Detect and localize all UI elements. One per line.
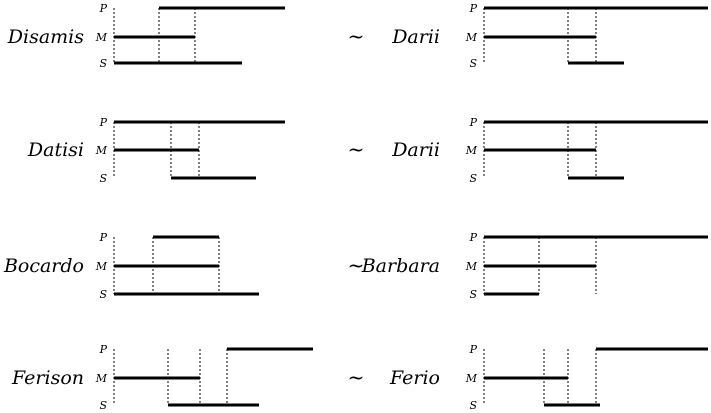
term-label-m: M xyxy=(465,144,478,157)
term-label-s: S xyxy=(99,399,107,412)
term-label-s: S xyxy=(99,288,107,301)
term-label-s: S xyxy=(469,57,477,70)
syllogism-left: Bocardo P M S xyxy=(3,231,259,301)
syllogism-right: Darii P M S xyxy=(391,116,708,185)
equivalence-symbol: ~ xyxy=(348,24,365,48)
term-label-m: M xyxy=(465,260,478,273)
syllogism-row: ~ Bocardo P M S Barbara P M S xyxy=(3,231,708,301)
term-label-m: M xyxy=(95,260,108,273)
mood-name: Bocardo xyxy=(3,255,84,277)
term-label-m: M xyxy=(465,372,478,385)
term-label-m: M xyxy=(465,31,478,44)
term-label-m: M xyxy=(95,372,108,385)
mood-name: Disamis xyxy=(7,26,84,48)
term-label-p: P xyxy=(99,116,108,129)
term-label-p: P xyxy=(99,2,108,15)
mood-name: Darii xyxy=(391,139,440,161)
syllogism-row: ~ Ferison P M S Ferio P M S xyxy=(11,343,708,412)
syllogism-right: Darii P MS xyxy=(391,2,708,70)
term-label-m: M xyxy=(95,144,108,157)
syllogism-row: ~ Datisi P M S Darii P M S xyxy=(27,116,708,185)
syllogism-left: Disamis P MS xyxy=(7,2,285,70)
syllogism-left: Ferison P M S xyxy=(11,343,313,412)
term-label-p: P xyxy=(469,2,478,15)
term-label-p: P xyxy=(469,343,478,356)
syllogism-right: Barbara P M S xyxy=(361,231,708,301)
term-label-s: S xyxy=(469,288,477,301)
term-label-s: S xyxy=(469,399,477,412)
term-label-s: S xyxy=(99,172,107,185)
equivalence-symbol: ~ xyxy=(348,137,365,161)
equivalence-symbol: ~ xyxy=(348,253,365,277)
equivalence-symbol: ~ xyxy=(348,365,365,389)
term-label-s: S xyxy=(469,172,477,185)
mood-name: Ferison xyxy=(11,367,84,389)
syllogism-left: Datisi P M S xyxy=(27,116,285,185)
term-label-p: P xyxy=(469,231,478,244)
term-label-p: P xyxy=(99,343,108,356)
mood-name: Datisi xyxy=(27,139,84,161)
term-label-m: M xyxy=(95,31,108,44)
term-label-p: P xyxy=(469,116,478,129)
mood-name: Ferio xyxy=(389,367,440,389)
mood-name: Darii xyxy=(391,26,440,48)
term-label-s: S xyxy=(99,57,107,70)
syllogism-right: Ferio P M S xyxy=(389,343,708,412)
term-label-p: P xyxy=(99,231,108,244)
mood-name: Barbara xyxy=(361,255,440,277)
